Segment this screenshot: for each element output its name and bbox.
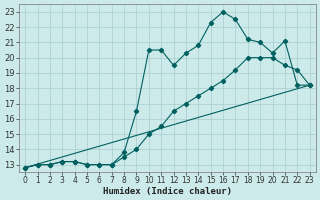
X-axis label: Humidex (Indice chaleur): Humidex (Indice chaleur) bbox=[103, 187, 232, 196]
